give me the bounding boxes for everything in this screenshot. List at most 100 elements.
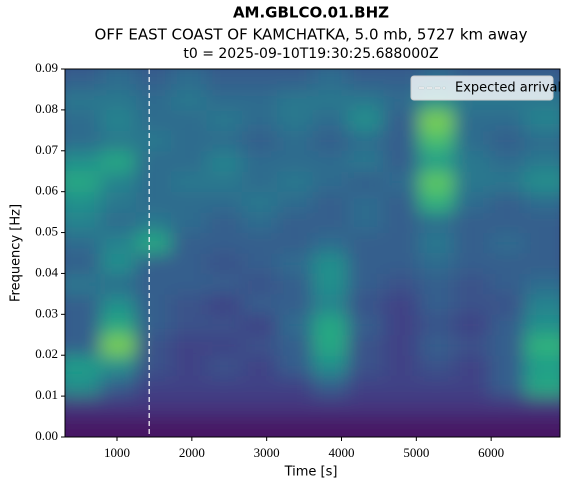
heat-cell (241, 130, 278, 152)
heat-cell (453, 375, 490, 397)
heat-cell (241, 334, 278, 356)
y-tick-label: 0.01 (35, 387, 58, 402)
heat-cell (489, 273, 526, 295)
heat-cell (418, 375, 455, 397)
heat-cell (277, 191, 313, 213)
heat-cell (489, 232, 526, 254)
heat-cell (241, 232, 278, 254)
heat-cell (383, 212, 420, 234)
heat-cell (206, 396, 243, 418)
heat-cell (171, 130, 207, 152)
heat-cell (135, 253, 172, 274)
heat-cell (100, 89, 137, 111)
heat-cell (524, 253, 560, 274)
heat-cell (383, 334, 420, 356)
heat-cell (524, 273, 560, 295)
heat-cell (241, 89, 278, 111)
heat-cell (453, 396, 490, 418)
heat-cell (489, 212, 526, 234)
heat-cell (65, 191, 101, 213)
heat-cell (383, 130, 420, 152)
heat-cell (277, 314, 313, 336)
heat-cell (383, 375, 420, 397)
heat-cell (312, 355, 349, 377)
heat-cell (489, 375, 526, 397)
heat-cell (312, 375, 349, 397)
heat-cell (489, 130, 526, 152)
heat-cell (171, 109, 207, 131)
heat-cell (489, 109, 526, 131)
heat-cell (100, 150, 137, 172)
heat-cell (241, 355, 278, 377)
heat-cell (100, 273, 137, 295)
heat-cell (65, 69, 101, 90)
heat-cell (312, 130, 349, 152)
heat-cell (277, 293, 313, 315)
heat-cell (100, 232, 137, 254)
heat-cell (100, 355, 137, 377)
heat-cell (383, 293, 420, 315)
heat-cell (453, 334, 490, 356)
x-tick-label: 5000 (403, 445, 429, 460)
heat-cell (171, 273, 207, 295)
heat-cell (135, 293, 172, 315)
heat-cell (241, 293, 278, 315)
heat-cell (489, 150, 526, 172)
heat-cell (418, 232, 455, 254)
heat-cell (524, 130, 560, 152)
heat-cell (312, 314, 349, 336)
heat-cell (171, 191, 207, 213)
heat-cell (453, 191, 490, 213)
heat-cell (418, 396, 455, 418)
heat-cell (524, 334, 560, 356)
x-axis-label: Time [s] (284, 465, 338, 480)
heat-cell (347, 396, 384, 418)
heat-cell (383, 69, 420, 90)
heat-cell (65, 130, 101, 152)
heat-cell (135, 171, 172, 193)
heat-cell (65, 314, 101, 336)
heat-cell (418, 314, 455, 336)
heat-cell (418, 191, 455, 213)
heat-cell (383, 232, 420, 254)
heat-cell (347, 334, 384, 356)
heat-cell (206, 109, 243, 131)
heat-cell (453, 293, 490, 315)
heat-cell (347, 293, 384, 315)
heat-cell (312, 293, 349, 315)
heat-cell (383, 253, 420, 274)
heat-cell (135, 375, 172, 397)
y-axis-label: Frequency [Hz] (9, 204, 24, 302)
x-tick-label: 2000 (179, 445, 205, 460)
heat-cell (100, 130, 137, 152)
heat-cell (347, 191, 384, 213)
heat-cell (277, 171, 313, 193)
heat-cell (206, 212, 243, 234)
heat-cell (277, 89, 313, 111)
heat-cell (241, 375, 278, 397)
heat-cell (312, 396, 349, 418)
heat-cell (347, 150, 384, 172)
x-tick-label: 4000 (328, 445, 354, 460)
heat-cell (241, 109, 278, 131)
heat-cell (171, 334, 207, 356)
heat-cell (489, 334, 526, 356)
heat-cell (135, 355, 172, 377)
heat-cell (347, 355, 384, 377)
heat-cell (524, 396, 560, 418)
heat-cell (312, 109, 349, 131)
y-tick-label: 0.09 (35, 60, 58, 75)
heat-cell (277, 396, 313, 418)
heat-cell (135, 416, 172, 437)
heat-cell (171, 232, 207, 254)
heat-cell (206, 69, 243, 90)
heat-cell (312, 171, 349, 193)
heatmap-cells (65, 69, 560, 437)
heat-cell (65, 293, 101, 315)
heat-cell (383, 314, 420, 336)
heat-cell (65, 109, 101, 131)
heat-cell (453, 109, 490, 131)
x-tick-label: 3000 (254, 445, 280, 460)
heat-cell (524, 293, 560, 315)
heat-cell (206, 416, 243, 437)
